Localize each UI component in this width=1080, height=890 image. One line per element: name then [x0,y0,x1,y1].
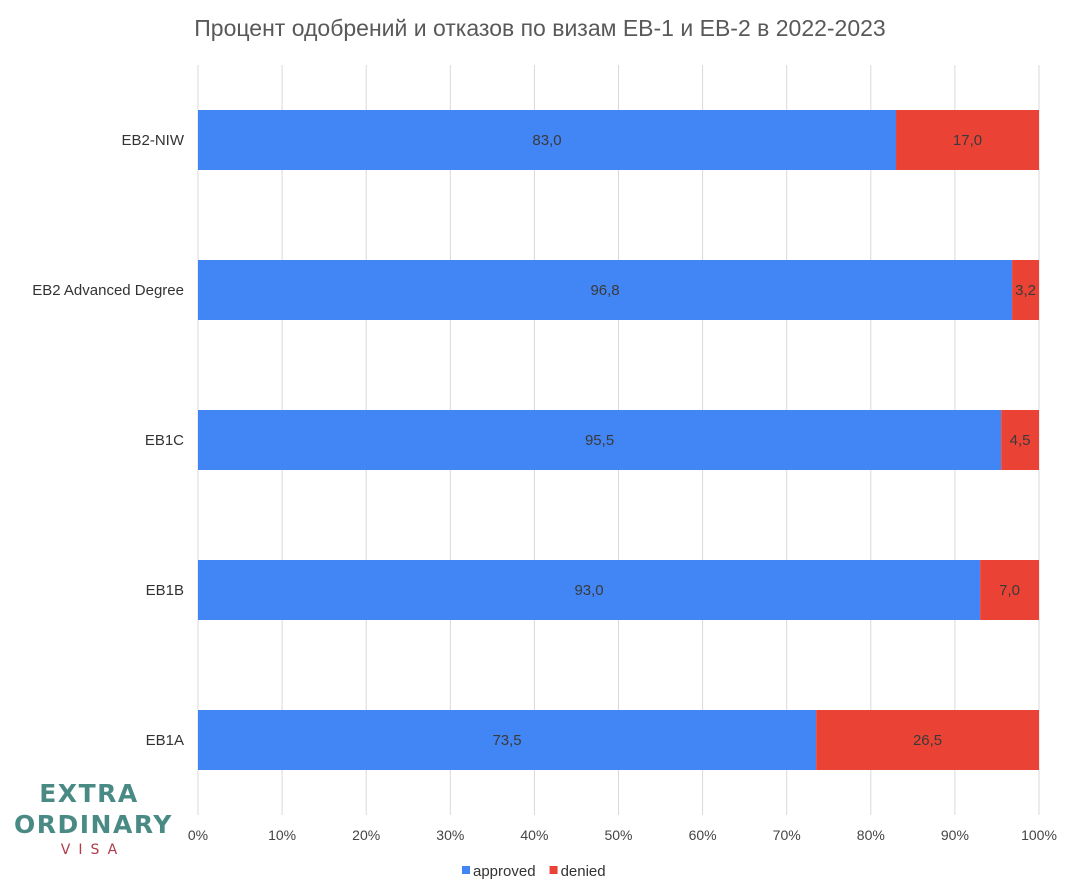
bars [198,110,1039,770]
x-tick-label: 60% [689,827,717,843]
category-labels: EB2-NIW EB2 Advanced Degree EB1C EB1B EB1A [32,132,185,749]
data-label-approved: 95,5 [585,432,614,449]
legend: approved denied [462,863,606,880]
data-label-approved: 73,5 [492,732,521,749]
category-label: EB1A [146,732,184,749]
logo-line-3: VISA [60,842,126,858]
data-label-denied: 17,0 [953,132,982,149]
category-label: EB1C [145,432,184,449]
x-tick-label: 0% [188,827,208,843]
bar-denied [1012,260,1039,320]
bar-approved [198,710,817,770]
data-label-denied: 26,5 [913,732,942,749]
category-label: EB2 Advanced Degree [32,282,184,299]
legend-swatch-denied [549,866,558,874]
x-tick-label: 10% [268,827,296,843]
x-tick-label: 50% [604,827,632,843]
x-tick-label: 100% [1021,827,1057,843]
extraordinary-visa-logo: EXTRA ORDINARY VISA [14,778,173,859]
legend-swatch-approved [462,866,470,874]
data-label-denied: 4,5 [1010,432,1031,449]
category-label: EB1B [146,582,184,599]
bar-denied [1001,410,1039,470]
data-label-approved: 93,0 [574,582,603,599]
bar-denied [980,560,1039,620]
category-label: EB2-NIW [121,132,184,149]
data-label-denied: 7,0 [999,582,1020,599]
data-label-approved: 96,8 [590,282,619,299]
x-tick-label: 70% [773,827,801,843]
bar-approved [198,560,981,620]
data-labels: 83,0 17,0 96,8 3,2 95,5 4,5 93,0 7,0 73,5 26,5 [492,132,1036,749]
bar-approved [198,410,1002,470]
legend-label-approved: approved [473,863,536,880]
data-label-approved: 83,0 [532,132,561,149]
x-tick-label: 20% [352,827,380,843]
x-axis-ticks: 0% 10% 20% 30% 40% 50% 60% 70% 80% 90% 100% [188,827,1057,843]
bar-approved [198,110,897,170]
x-tick-label: 80% [857,827,885,843]
data-label-denied: 3,2 [1015,282,1036,299]
x-tick-label: 90% [941,827,969,843]
bar-denied [816,710,1039,770]
bar-approved [198,260,1013,320]
bar-denied [896,110,1039,170]
x-tick-label: 40% [520,827,548,843]
logo-line-1: EXTRA [39,779,139,808]
logo-line-2: ORDINARY [14,810,173,839]
legend-label-denied: denied [561,863,606,880]
chart-title: Процент одобрений и отказов по визам EB-… [194,15,885,41]
x-tick-label: 30% [436,827,464,843]
